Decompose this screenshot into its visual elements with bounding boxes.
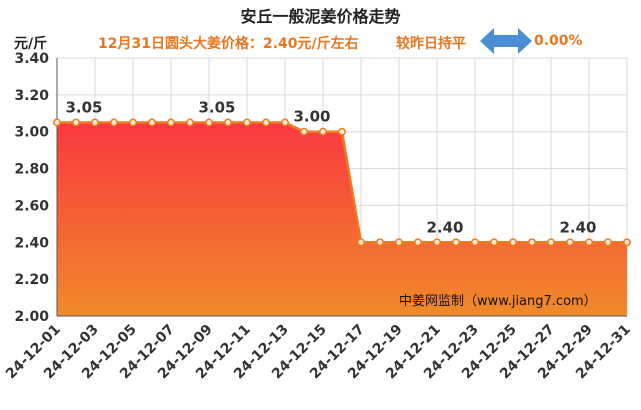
data-point [167, 118, 175, 127]
data-point [414, 238, 422, 247]
data-point [433, 238, 441, 247]
y-tick-label: 3.40 [14, 51, 49, 67]
data-point [72, 118, 80, 127]
change-percent: 0.00% [534, 33, 583, 49]
data-label: 2.40 [559, 218, 596, 236]
data-label: 2.40 [426, 218, 463, 236]
data-point [262, 118, 270, 127]
y-tick-label: 2.60 [14, 198, 49, 214]
y-tick-label: 2.20 [14, 272, 49, 288]
data-point [623, 238, 631, 247]
data-point [604, 238, 612, 247]
data-point [585, 238, 593, 247]
data-label: 3.05 [65, 99, 102, 117]
data-point [566, 238, 574, 247]
price-area [57, 122, 627, 316]
y-tick-label: 3.00 [14, 125, 49, 141]
data-point [91, 118, 99, 127]
data-point [53, 118, 61, 127]
watermark-text: 中姜网监制（www.jiang7.com） [399, 294, 597, 309]
y-unit-label: 元/斤 [14, 36, 48, 52]
data-point [509, 238, 517, 247]
data-label: 3.00 [293, 108, 330, 126]
data-point [281, 118, 289, 127]
y-tick-label: 3.20 [14, 88, 49, 104]
data-label: 3.05 [198, 99, 235, 117]
data-point [205, 118, 213, 127]
data-point [528, 238, 536, 247]
double-arrow-icon [480, 28, 532, 54]
y-tick-label: 2.40 [14, 235, 49, 251]
data-point [357, 238, 365, 247]
data-point [186, 118, 194, 127]
data-point [148, 118, 156, 127]
data-point [452, 238, 460, 247]
chart-title: 安丘一般泥姜价格走势 [240, 7, 401, 26]
data-point [110, 118, 118, 127]
y-tick-label: 2.80 [14, 162, 49, 178]
price-note: 12月31日圆头大姜价格：2.40元/斤左右 [98, 36, 359, 52]
data-point [376, 238, 384, 247]
data-point [395, 238, 403, 247]
data-point [300, 127, 308, 136]
data-point [319, 127, 327, 136]
data-point [243, 118, 251, 127]
data-point [129, 118, 137, 127]
data-point [490, 238, 498, 247]
data-point [471, 238, 479, 247]
y-tick-label: 2.00 [14, 309, 49, 325]
data-point [547, 238, 555, 247]
data-point [338, 127, 346, 136]
data-point [224, 118, 232, 127]
compare-text: 较昨日持平 [396, 36, 466, 52]
